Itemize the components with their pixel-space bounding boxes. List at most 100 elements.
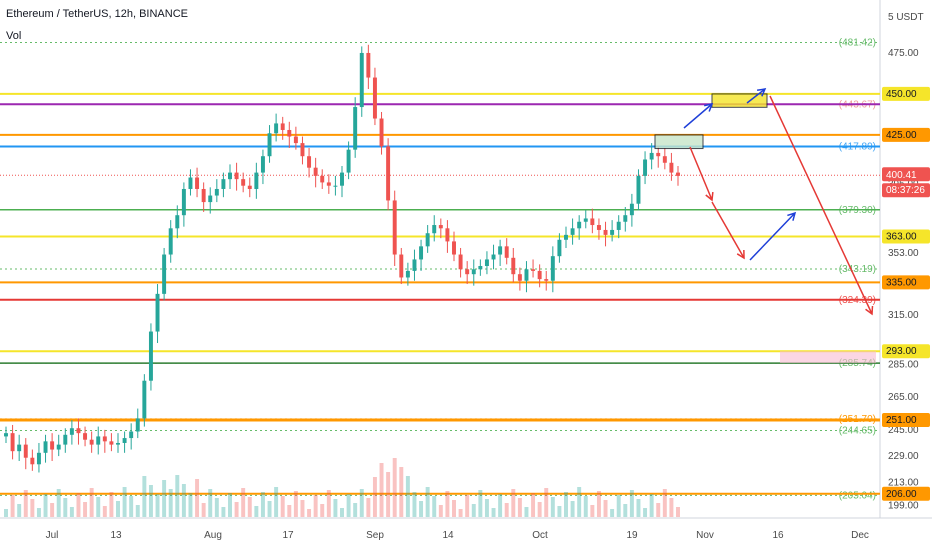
volume-bar bbox=[274, 487, 279, 517]
candle-body bbox=[649, 152, 654, 160]
candle-body bbox=[603, 229, 608, 235]
candle-body bbox=[517, 274, 522, 281]
volume-bar bbox=[656, 503, 661, 517]
level-badge-label: 335.00 bbox=[886, 277, 917, 288]
candle-body bbox=[583, 218, 588, 222]
volume-bar bbox=[135, 505, 140, 517]
volume-bar bbox=[340, 508, 344, 517]
level-badge bbox=[882, 486, 930, 501]
candle-body bbox=[234, 172, 239, 180]
candle-body bbox=[531, 269, 536, 271]
candle-body bbox=[116, 442, 120, 445]
volume-bar bbox=[649, 494, 654, 517]
candle-body bbox=[50, 441, 55, 450]
candle-body bbox=[438, 225, 443, 229]
volume-bar bbox=[498, 494, 503, 517]
price-tick-label: 265.00 bbox=[888, 392, 919, 403]
volume-bar bbox=[511, 489, 516, 517]
candle-body bbox=[181, 188, 186, 216]
volume-bar bbox=[346, 494, 351, 517]
candle-body bbox=[636, 175, 641, 204]
candle-body bbox=[4, 433, 8, 437]
volume-bar bbox=[313, 495, 318, 517]
candle-body bbox=[326, 182, 331, 186]
candle-body bbox=[471, 269, 476, 275]
candle-body bbox=[142, 380, 147, 419]
volume-bar bbox=[43, 494, 48, 517]
volume-bar bbox=[89, 488, 94, 517]
candle-body bbox=[175, 215, 180, 229]
projection-box bbox=[711, 93, 768, 108]
volume-bar bbox=[531, 493, 536, 517]
candle-body bbox=[83, 433, 88, 440]
volume-bar bbox=[241, 488, 246, 517]
candle-body bbox=[498, 246, 503, 255]
volume-bar bbox=[544, 488, 549, 517]
candle-body bbox=[89, 439, 94, 445]
countdown-badge bbox=[882, 183, 930, 198]
volume-bar bbox=[4, 509, 8, 517]
volume-bar bbox=[221, 507, 226, 517]
candle-body bbox=[550, 256, 555, 281]
candle-body bbox=[122, 438, 127, 443]
volume-bar bbox=[56, 489, 61, 517]
level-badge bbox=[882, 413, 930, 428]
candle-body bbox=[43, 441, 48, 453]
volume-bar bbox=[458, 509, 463, 517]
blue-arrow bbox=[683, 103, 713, 129]
fib-label: (481.42) bbox=[839, 37, 876, 48]
candle-body bbox=[412, 259, 417, 271]
candle-body bbox=[346, 149, 351, 173]
candle-body bbox=[76, 428, 81, 434]
volume-bar bbox=[353, 503, 358, 517]
time-tick-label: 17 bbox=[282, 530, 294, 541]
time-tick-label: Oct bbox=[532, 530, 548, 541]
volume-bar bbox=[234, 502, 239, 517]
volume-bar bbox=[372, 477, 377, 517]
countdown-label: 08:37:26 bbox=[886, 185, 925, 196]
candle-body bbox=[241, 179, 246, 186]
level-badge-label: 251.00 bbox=[886, 415, 917, 426]
candle-body bbox=[359, 52, 364, 108]
time-tick-label: Dec bbox=[851, 530, 869, 541]
volume-bar bbox=[445, 491, 450, 517]
candle-body bbox=[307, 156, 312, 168]
red-arrow bbox=[689, 146, 713, 201]
candle-body bbox=[201, 188, 206, 203]
volume-bar bbox=[23, 490, 28, 517]
candle-body bbox=[168, 228, 173, 255]
volume-bar bbox=[83, 502, 88, 517]
candle-body bbox=[465, 269, 470, 275]
symbol-header[interactable]: Ethereum / TetherUS, 12h, BINANCE bbox=[6, 8, 188, 20]
volume-bar bbox=[214, 498, 219, 517]
level-badge-label: 450.00 bbox=[886, 89, 917, 100]
volume-indicator-label[interactable]: Vol bbox=[6, 30, 22, 42]
volume-bar bbox=[96, 497, 101, 517]
candle-body bbox=[254, 172, 259, 189]
volume-bar bbox=[287, 505, 292, 517]
projection-box bbox=[654, 134, 704, 150]
volume-bar bbox=[208, 489, 213, 517]
candle-body bbox=[188, 177, 193, 189]
candle-body bbox=[287, 129, 292, 137]
volume-bar bbox=[524, 507, 529, 517]
candle-body bbox=[372, 77, 377, 119]
volume-bar bbox=[188, 493, 193, 517]
price-tick-label: 199.00 bbox=[888, 500, 919, 511]
volume-bar bbox=[109, 492, 114, 517]
volume-bar bbox=[267, 501, 272, 517]
candle-body bbox=[155, 293, 160, 332]
volume-bar bbox=[142, 476, 147, 517]
candle-body bbox=[445, 228, 450, 242]
blue-arrow bbox=[746, 88, 766, 104]
candle-body bbox=[537, 270, 542, 280]
candle-body bbox=[577, 221, 582, 229]
volume-bar bbox=[102, 506, 107, 517]
candle-body bbox=[228, 172, 232, 180]
candle-body bbox=[425, 233, 430, 247]
candle-body bbox=[643, 159, 648, 176]
candle-body bbox=[195, 177, 200, 189]
volume-bar bbox=[280, 496, 285, 517]
